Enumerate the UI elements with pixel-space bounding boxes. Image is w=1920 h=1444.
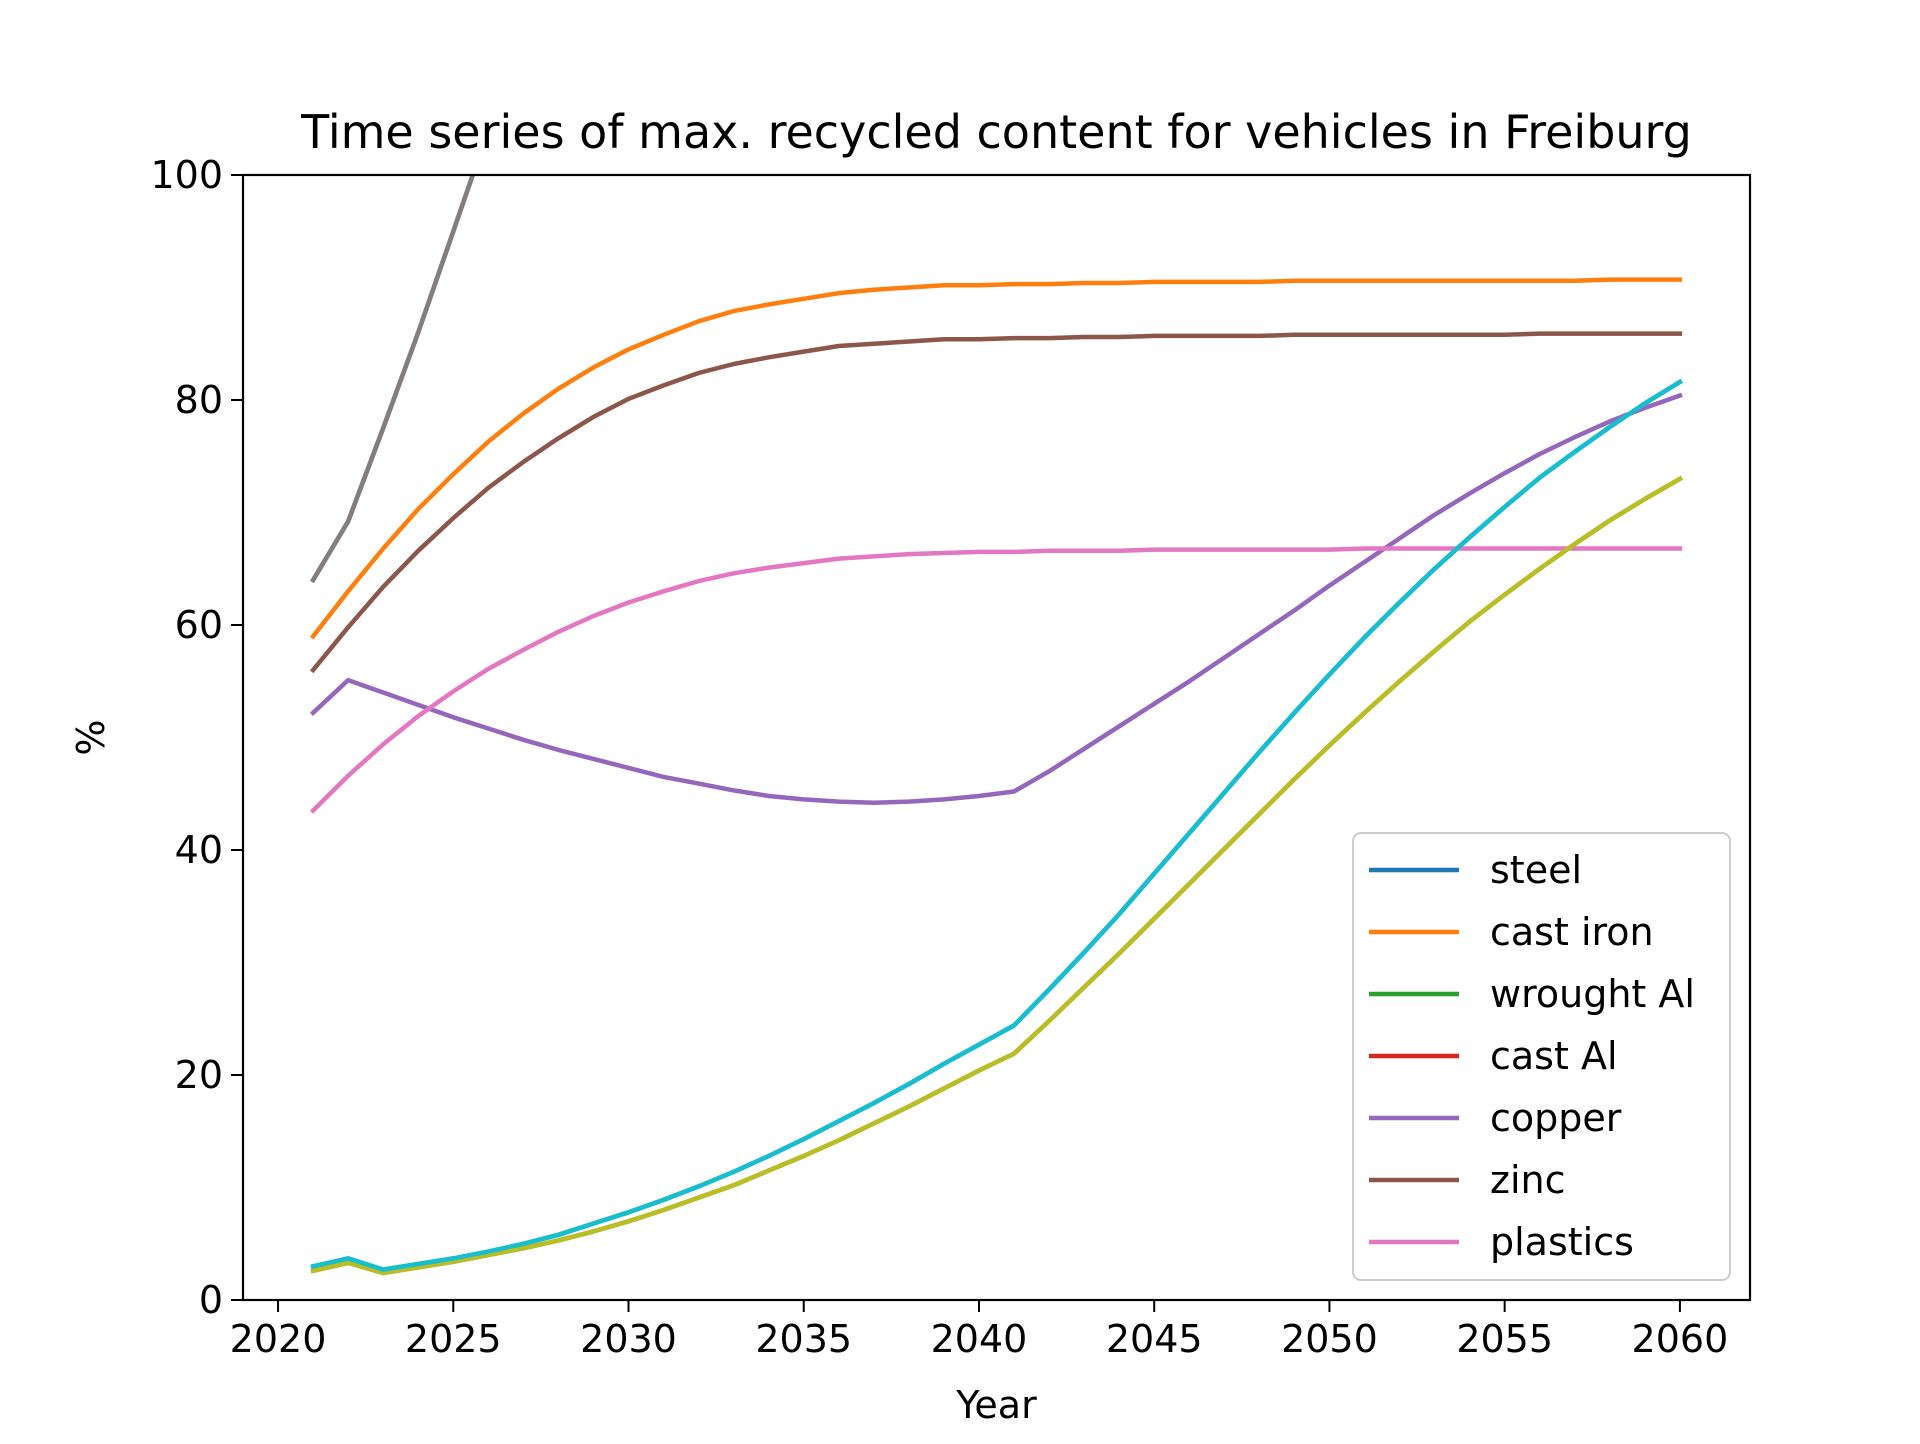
x-tick-label: 2040 — [931, 1317, 1028, 1361]
legend-label: plastics — [1490, 1220, 1634, 1264]
series-line-plastics — [309, 546, 1683, 814]
x-tick-label: 2020 — [230, 1317, 327, 1361]
y-axis: 0 20 40 60 80 100 — [150, 153, 243, 1322]
chart-title: Time series of max. recycled content for… — [300, 105, 1692, 159]
legend-label: cast Al — [1490, 1034, 1618, 1078]
x-axis-label: Year — [955, 1383, 1037, 1427]
series-line-unlabeled-7 — [310, 175, 476, 584]
x-tick-label: 2055 — [1456, 1317, 1553, 1361]
y-axis-label: % — [69, 719, 113, 755]
y-tick-label: 80 — [175, 378, 223, 422]
x-tick-label: 2045 — [1106, 1317, 1203, 1361]
legend-label: steel — [1490, 848, 1582, 892]
series-line-zinc — [309, 331, 1683, 674]
y-tick-label: 60 — [175, 603, 223, 647]
legend-label: zinc — [1490, 1158, 1565, 1202]
legend-box — [1352, 832, 1731, 1281]
legend: steel cast iron wrought Al cast Al copper zin… — [1352, 832, 1731, 1281]
y-tick-label: 100 — [150, 153, 223, 197]
y-tick-label: 0 — [199, 1278, 223, 1322]
y-tick-label: 20 — [175, 1053, 223, 1097]
series-line-unlabeled-8 — [310, 475, 1683, 1276]
legend-label: cast iron — [1490, 910, 1654, 954]
series-line-copper — [309, 392, 1683, 806]
y-tick-label: 40 — [175, 828, 223, 872]
legend-label: wrought Al — [1490, 972, 1695, 1016]
plot-frame — [241, 173, 1752, 1302]
series-line-cast-iron — [309, 277, 1683, 640]
x-tick-label: 2050 — [1281, 1317, 1378, 1361]
legend-label: copper — [1490, 1096, 1622, 1140]
x-tick-label: 2035 — [755, 1317, 852, 1361]
plot-area — [309, 175, 1683, 1276]
x-tick-label: 2025 — [405, 1317, 502, 1361]
x-tick-label: 2060 — [1632, 1317, 1729, 1361]
x-tick-label: 2030 — [580, 1317, 677, 1361]
x-axis: 2020 2025 2030 2035 2040 2045 2050 2055 2060 — [230, 1300, 1729, 1361]
series-line-unlabeled-9 — [310, 378, 1683, 1272]
